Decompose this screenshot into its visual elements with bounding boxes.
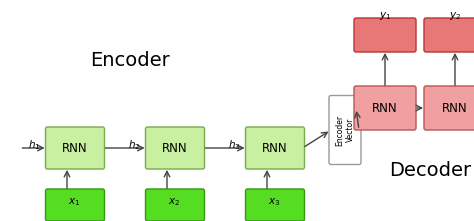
Text: $x_1$: $x_1$ (68, 196, 81, 208)
Text: Decoder: Decoder (389, 160, 471, 179)
FancyBboxPatch shape (329, 95, 361, 164)
FancyBboxPatch shape (46, 189, 104, 221)
Text: Encoder: Encoder (90, 51, 170, 69)
Text: $h_2$: $h_2$ (128, 138, 140, 152)
Text: RNN: RNN (372, 101, 398, 114)
FancyBboxPatch shape (146, 189, 204, 221)
FancyBboxPatch shape (46, 127, 104, 169)
FancyBboxPatch shape (354, 86, 416, 130)
FancyBboxPatch shape (424, 86, 474, 130)
Text: RNN: RNN (262, 141, 288, 154)
Text: RNN: RNN (162, 141, 188, 154)
Text: $y_2$: $y_2$ (449, 10, 461, 22)
FancyBboxPatch shape (146, 127, 204, 169)
Text: RNN: RNN (62, 141, 88, 154)
Text: $h_3$: $h_3$ (228, 138, 241, 152)
Text: $h_1$: $h_1$ (28, 138, 41, 152)
Text: $x_2$: $x_2$ (168, 196, 180, 208)
FancyBboxPatch shape (424, 18, 474, 52)
FancyBboxPatch shape (246, 189, 304, 221)
Text: $y_1$: $y_1$ (379, 10, 391, 22)
FancyBboxPatch shape (246, 127, 304, 169)
Text: Encoder
Vector: Encoder Vector (335, 114, 355, 146)
FancyBboxPatch shape (354, 18, 416, 52)
Text: $x_3$: $x_3$ (268, 196, 281, 208)
Text: RNN: RNN (442, 101, 468, 114)
